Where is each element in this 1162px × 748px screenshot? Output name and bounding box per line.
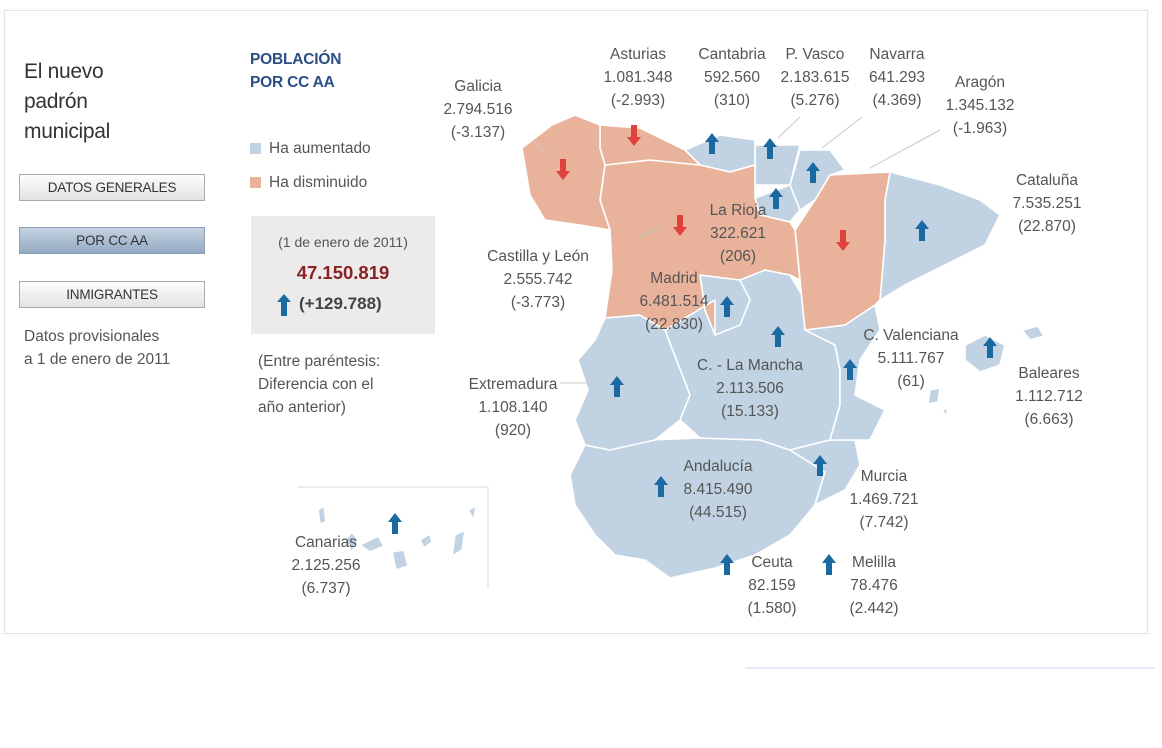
footer-divider bbox=[745, 667, 1155, 669]
arrow-up-icon-murcia bbox=[813, 455, 827, 476]
label-murcia: Murcia 1.469.721 (7.742) bbox=[849, 468, 919, 531]
region-valenciana[interactable] bbox=[804, 304, 886, 441]
arrow-down-icon-aragon bbox=[836, 230, 850, 251]
panel-title: POBLACIÓN POR CC AA bbox=[250, 51, 342, 91]
total-summary-box: (1 de enero de 2011) 47.150.819 (+129.78… bbox=[251, 216, 435, 334]
arrow-up-icon-andalucia bbox=[654, 476, 668, 497]
label-canarias: Canarias 2.125.256 (6.737) bbox=[291, 534, 361, 597]
provisional-note: Datos provisionales a 1 de enero de 2011 bbox=[24, 328, 171, 368]
arrow-down-icon-castillaleon bbox=[673, 215, 687, 236]
legend-increase: Ha aumentado bbox=[250, 140, 371, 158]
arrow-up-icon-cantabria bbox=[705, 133, 719, 154]
label-navarra: Navarra 641.293 (4.369) bbox=[868, 46, 926, 109]
legend-label: Ha disminuido bbox=[269, 174, 368, 191]
arrow-up-icon-melilla bbox=[822, 554, 836, 575]
label-clamancha: C. - La Mancha 2.113.506 (15.133) bbox=[697, 357, 803, 420]
label-andalucia: Andalucía 8.415.490 (44.515) bbox=[683, 458, 753, 521]
arrow-up-icon-canarias bbox=[388, 513, 402, 534]
label-ceuta: Ceuta 82.159 (1.580) bbox=[747, 554, 797, 617]
label-cataluna: Cataluña 7.535.251 (22.870) bbox=[1012, 172, 1082, 235]
label-asturias: Asturias 1.081.348 (-2.993) bbox=[603, 46, 673, 109]
label-larioja: La Rioja 322.621 (206) bbox=[709, 202, 767, 265]
arrow-up-icon-ceuta bbox=[720, 554, 734, 575]
label-galicia: Galicia 2.794.516 (-3.137) bbox=[443, 78, 513, 141]
canarias-inset-border bbox=[298, 486, 489, 588]
arrow-up-icon-pvasco bbox=[763, 138, 777, 159]
arrow-down-icon-asturias bbox=[627, 125, 641, 146]
parenthesis-note: (Entre paréntesis: Diferencia con el año… bbox=[258, 353, 381, 416]
label-pvasco: P. Vasco 2.183.615 (5.276) bbox=[780, 46, 850, 109]
region-castillaleon[interactable] bbox=[599, 159, 801, 336]
label-extremadura: Extremadura 1.108.140 (920) bbox=[468, 376, 558, 439]
arrow-up-icon-clamancha bbox=[771, 326, 785, 347]
arrow-up-icon-baleares bbox=[983, 337, 997, 358]
region-asturias[interactable] bbox=[599, 124, 701, 166]
region-cataluna[interactable] bbox=[879, 171, 1001, 301]
arrow-down-icon-galicia bbox=[556, 159, 570, 180]
arrow-up-icon-valenciana bbox=[843, 359, 857, 380]
region-andalucia[interactable] bbox=[569, 437, 826, 579]
arrow-up-icon-madrid bbox=[720, 296, 734, 317]
datos-generales-button[interactable]: DATOS GENERALES bbox=[19, 174, 205, 201]
trend-arrows bbox=[388, 125, 997, 575]
inmigrantes-button[interactable]: INMIGRANTES bbox=[19, 281, 205, 308]
summary-diff: (+129.788) bbox=[299, 294, 382, 313]
arrow-up-icon-larioja bbox=[769, 188, 783, 209]
region-canarias[interactable] bbox=[317, 505, 477, 571]
label-castillaleon: Castilla y León 2.555.742 (-3.773) bbox=[487, 248, 589, 311]
label-madrid: Madrid 6.481.514 (22.830) bbox=[639, 270, 709, 333]
label-valenciana: C. Valenciana 5.111.767 (61) bbox=[863, 327, 959, 390]
label-melilla: Melilla 78.476 (2.442) bbox=[849, 554, 899, 617]
summary-total: 47.150.819 bbox=[296, 262, 390, 283]
summary-date: (1 de enero de 2011) bbox=[278, 234, 408, 250]
label-baleares: Baleares 1.112.712 (6.663) bbox=[1015, 365, 1083, 428]
infographic-frame bbox=[4, 10, 1148, 634]
region-murcia[interactable] bbox=[789, 439, 861, 506]
arrow-up-icon-cataluna bbox=[915, 220, 929, 241]
page-title: El nuevo padrón municipal bbox=[24, 60, 111, 143]
label-cantabria: Cantabria 592.560 (310) bbox=[698, 46, 766, 109]
por-ccaa-button[interactable]: POR CC AA bbox=[19, 227, 205, 254]
legend-swatch-increase bbox=[250, 143, 261, 154]
region-aragon[interactable] bbox=[794, 171, 891, 331]
label-aragon: Aragón 1.345.132 (-1.963) bbox=[945, 74, 1015, 137]
arrow-up-icon bbox=[277, 294, 291, 316]
arrow-up-icon-extremadura bbox=[610, 376, 624, 397]
legend-decrease: Ha disminuido bbox=[250, 174, 367, 192]
legend-swatch-decrease bbox=[250, 177, 261, 188]
legend-label: Ha aumentado bbox=[269, 140, 371, 157]
arrow-up-icon-navarra bbox=[806, 162, 820, 183]
leader-lines bbox=[532, 116, 941, 471]
